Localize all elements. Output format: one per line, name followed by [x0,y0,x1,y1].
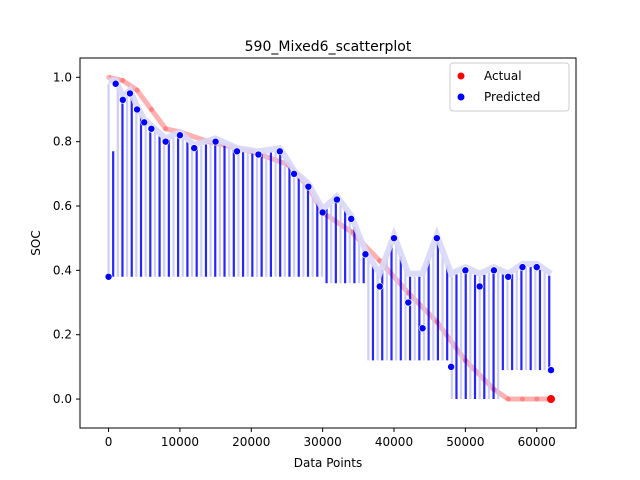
predicted-point [404,298,413,307]
legend: Actual Predicted [449,62,570,112]
actual-point [534,396,540,402]
legend-label-predicted: Predicted [484,90,540,104]
predicted-point [347,215,355,223]
predicted-point [104,272,113,281]
predicted-point [447,363,455,371]
y-tick-label: 0.2 [53,328,72,342]
x-tick-label: 30000 [304,435,342,449]
actual-point [519,396,525,402]
predicted-point [532,263,541,271]
legend-marker-actual [457,72,465,80]
legend-marker-predicted [457,93,465,101]
y-axis-label: SOC [29,230,43,255]
x-tick-label: 20000 [232,435,270,449]
x-axis-label: Data Points [294,456,363,470]
predicted-point [390,234,398,242]
predicted-point [233,147,241,156]
y-tick-label: 0.6 [53,199,72,213]
predicted-point [190,144,198,152]
predicted-point [375,282,384,291]
legend-label-actual: Actual [484,69,522,83]
actual-point [134,87,140,93]
predicted-point [254,150,263,159]
predicted-point [176,131,184,140]
y-tick-label: 0.4 [53,263,72,277]
y-tick-label: 0.0 [53,392,72,406]
actual-point [163,126,169,132]
predicted-point [504,272,513,281]
y-tick-label: 1.0 [53,70,72,84]
predicted-point [547,366,555,374]
predicted-point [133,105,141,114]
x-tick-label: 60000 [518,435,556,449]
predicted-point [490,266,498,275]
x-tick-label: 40000 [375,435,413,449]
actual-point [505,396,511,402]
predicted-point [276,147,284,156]
actual-point [120,78,126,84]
predicted-bands-layer [107,77,553,400]
predicted-point [290,170,298,178]
x-tick-label: 50000 [446,435,484,449]
axes-frame [79,57,577,429]
y-tick-label: 0.8 [53,135,72,149]
predicted-point [140,118,149,127]
predicted-point [304,182,313,191]
x-tick-label: 0 [105,435,113,449]
x-tick-label: 10000 [161,435,199,449]
predicted-point [418,324,427,333]
predicted-point [475,282,484,291]
y-axis-ticks: 0.0 0.2 0.4 0.6 0.8 1.0 [53,70,80,406]
predicted-point [318,208,327,217]
x-axis-ticks: 0 10000 20000 30000 40000 50000 60000 [105,428,556,449]
predicted-point [111,79,120,88]
predicted-point [126,89,134,98]
predicted-series-layer [104,79,555,374]
actual-point [148,106,154,112]
actual-point [547,395,556,404]
predicted-point [461,266,470,275]
predicted-point [361,250,370,259]
predicted-point [333,195,341,204]
predicted-point [211,137,220,146]
chart-title: 590_Mixed6_scatterplot [245,39,412,55]
predicted-point [518,263,527,271]
legend-box [449,62,570,112]
predicted-point [119,96,127,104]
predicted-point [147,124,156,133]
predicted-point [161,137,170,146]
predicted-point [433,234,441,242]
